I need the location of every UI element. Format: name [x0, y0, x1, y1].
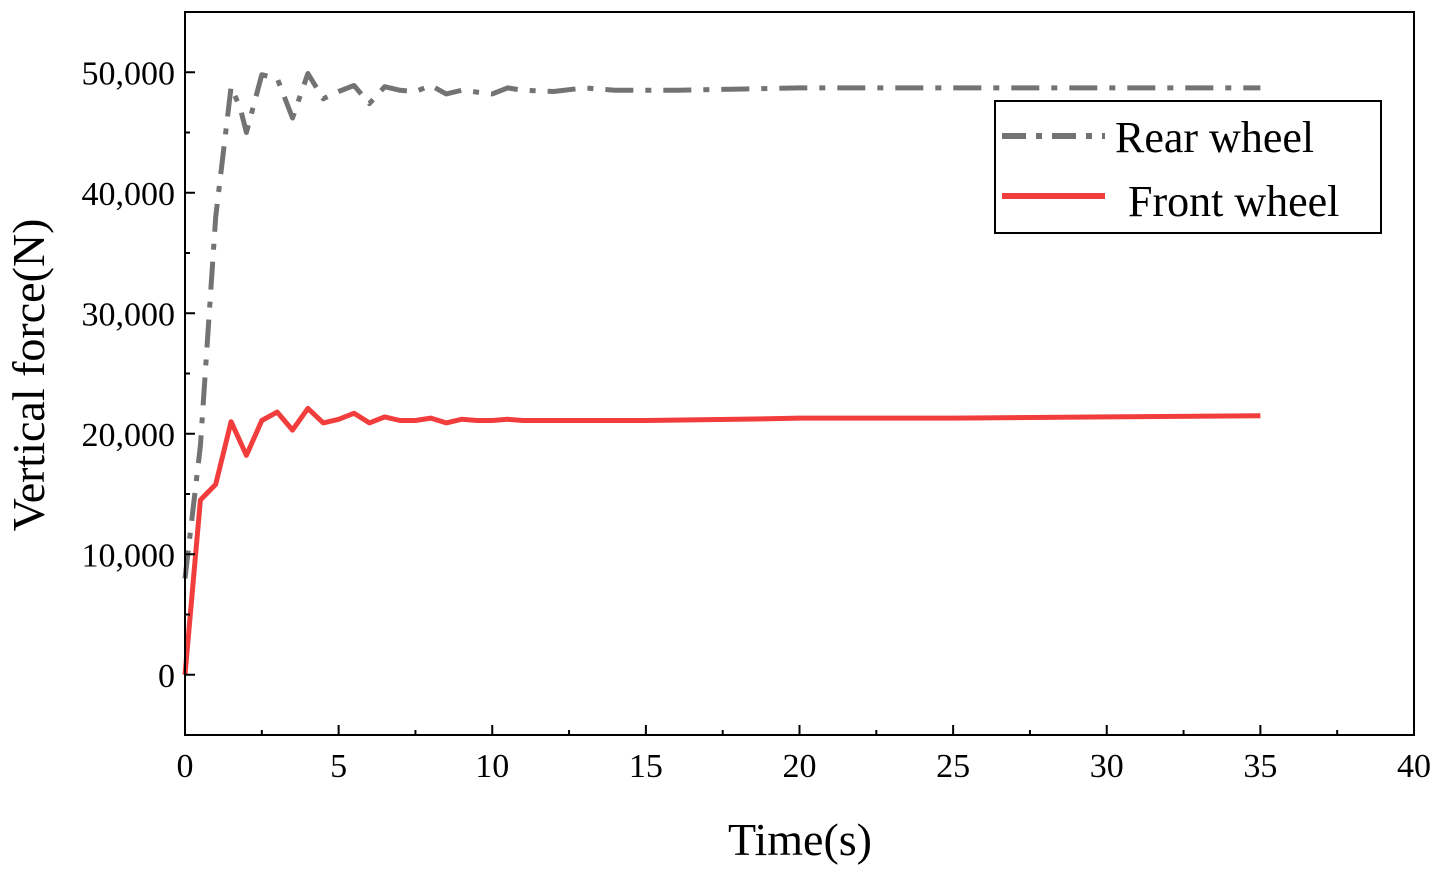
y-tick-label: 40,000	[82, 176, 176, 213]
y-tick-label: 30,000	[82, 296, 176, 333]
x-tick-label: 20	[783, 748, 817, 785]
legend-label-rear-wheel: Rear wheel	[1115, 113, 1314, 162]
x-tick-label: 25	[936, 748, 970, 785]
x-axis-title: Time(s)	[728, 814, 872, 865]
x-tick-label: 30	[1090, 748, 1124, 785]
y-axis-ticks: 0 10,000 20,000 30,000 40,000 50,000	[82, 11, 195, 736]
y-tick-label: 20,000	[82, 417, 176, 454]
legend-box	[994, 100, 1382, 234]
series-layer	[182, 71, 1261, 676]
x-tick-label: 0	[177, 748, 194, 785]
x-tick-label: 10	[475, 748, 509, 785]
x-tick-label: 15	[629, 748, 663, 785]
x-tick-label: 5	[330, 748, 347, 785]
legend-label-front-wheel: Front wheel	[1128, 177, 1339, 226]
series-line-rear-wheel	[182, 71, 1261, 579]
y-tick-label: 50,000	[82, 55, 176, 92]
y-tick-label: 0	[158, 658, 175, 695]
x-axis-ticks: 0 5 10 15 20 25 30 35 40	[177, 725, 1431, 785]
x-tick-label: 40	[1397, 748, 1431, 785]
y-axis-title: Vertical force(N)	[3, 219, 54, 532]
y-tick-label: 10,000	[82, 537, 176, 574]
x-tick-label: 35	[1243, 748, 1277, 785]
series-line-front-wheel	[182, 405, 1261, 676]
legend: Rear wheel Front wheel	[994, 100, 1382, 234]
